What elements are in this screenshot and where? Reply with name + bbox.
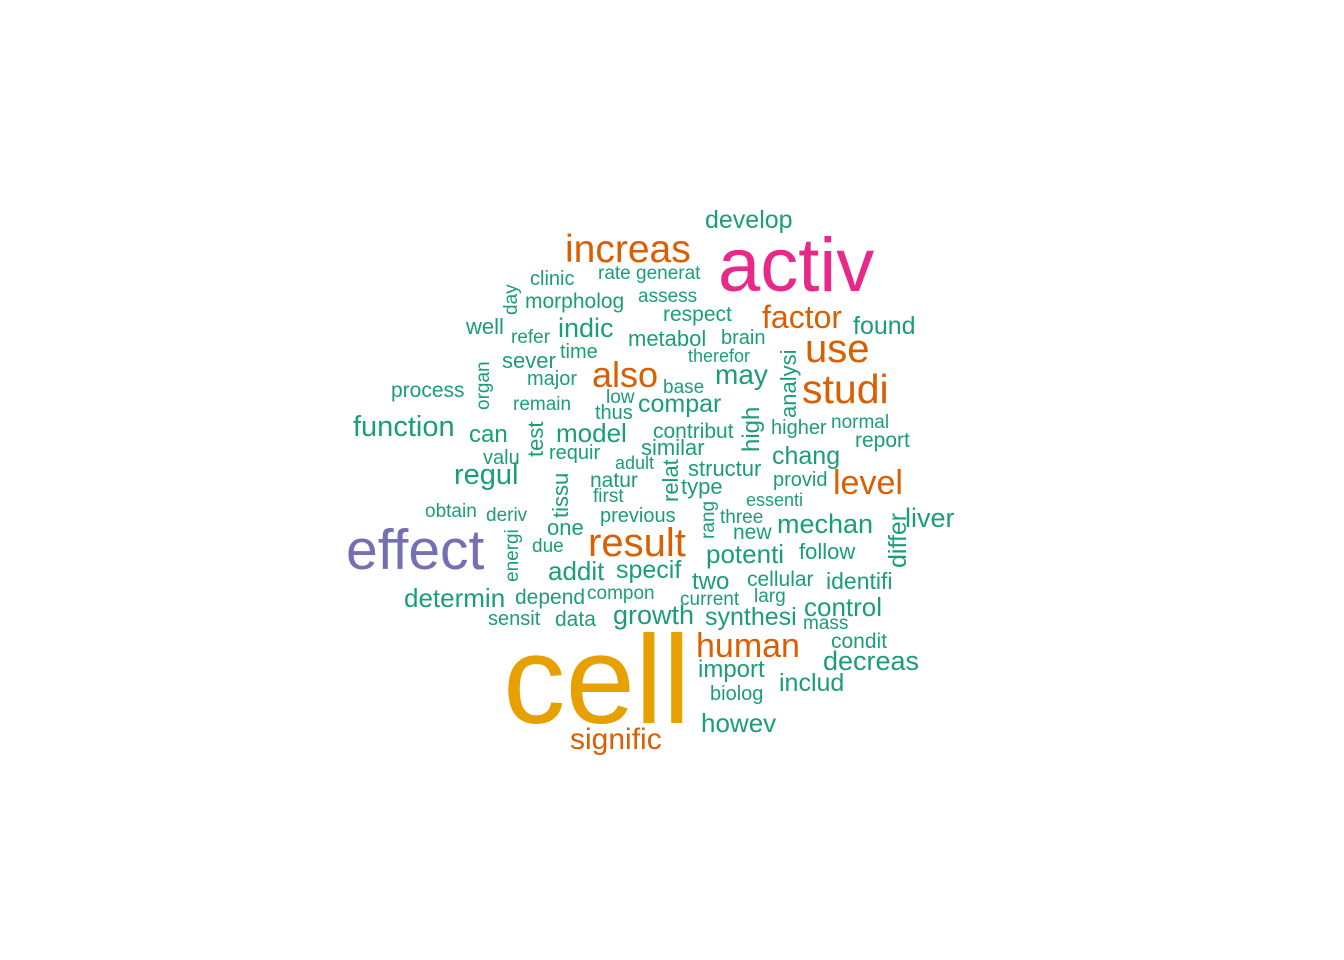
word-sensit: sensit	[488, 608, 541, 630]
word-time: time	[560, 341, 598, 363]
word-generat: generat	[636, 263, 701, 284]
word-specif: specif	[616, 556, 682, 584]
word-report: report	[855, 429, 910, 452]
word-factor: factor	[762, 299, 843, 335]
word-rate: rate	[598, 263, 631, 284]
word-natur: natur	[590, 469, 638, 492]
word-human: human	[696, 627, 800, 665]
word-found: found	[853, 312, 916, 340]
word-mechan: mechan	[777, 509, 874, 539]
word-structur: structur	[688, 456, 762, 481]
word-tissu: tissu	[548, 472, 573, 518]
word-first: first	[593, 486, 624, 507]
word-new: new	[733, 521, 772, 544]
word-metabol: metabol	[628, 326, 707, 351]
word-larg: larg	[754, 586, 786, 607]
word-three: three	[720, 507, 764, 528]
word-one: one	[547, 515, 584, 540]
word-process: process	[391, 379, 465, 402]
word-regul: regul	[454, 459, 519, 491]
word-studi: studi	[802, 366, 889, 412]
word-day: day	[501, 284, 522, 315]
word-contribut: contribut	[653, 420, 734, 443]
word-differ: differ	[884, 512, 912, 568]
word-respect: respect	[663, 303, 732, 326]
word-function: function	[353, 411, 455, 443]
word-requir: requir	[549, 442, 601, 464]
word-current: current	[680, 589, 740, 610]
word-deriv: deriv	[486, 505, 528, 526]
word-liver: liver	[905, 503, 955, 533]
word-may: may	[715, 359, 768, 390]
word-data: data	[555, 608, 596, 631]
word-refer: refer	[511, 327, 551, 348]
word-compar: compar	[638, 390, 722, 418]
word-analysi: analysi	[776, 349, 801, 418]
word-depend: depend	[515, 586, 586, 609]
word-model: model	[556, 418, 627, 448]
word-low: low	[606, 387, 635, 408]
word-valu: valu	[483, 447, 520, 469]
word-synthesi: synthesi	[705, 603, 797, 631]
word-essenti: essenti	[746, 490, 804, 510]
word-morpholog: morpholog	[525, 290, 625, 313]
word-howev: howev	[701, 708, 777, 738]
word-relat: relat	[658, 459, 683, 502]
word-normal: normal	[831, 412, 890, 433]
word-major: major	[527, 368, 578, 390]
word-chang: chang	[772, 442, 841, 470]
word-base: base	[663, 377, 705, 398]
word-cellular: cellular	[747, 568, 814, 591]
word-organ: organ	[473, 361, 494, 410]
word-includ: includ	[779, 669, 845, 697]
word-cell: cell	[503, 611, 691, 750]
word-therefor: therefor	[688, 346, 751, 366]
word-indic: indic	[558, 313, 614, 343]
word-biolog: biolog	[710, 683, 764, 705]
word-effect: effect	[346, 518, 485, 582]
word-higher: higher	[771, 417, 827, 439]
word-decreas: decreas	[823, 646, 920, 676]
word-due: due	[532, 536, 564, 557]
word-determin: determin	[404, 583, 506, 613]
word-signific: signific	[570, 723, 662, 756]
word-growth: growth	[613, 600, 695, 630]
word-addit: addit	[548, 556, 605, 586]
word-assess: assess	[638, 286, 698, 307]
word-test: test	[523, 421, 548, 457]
word-provid: provid	[773, 469, 828, 491]
word-previous: previous	[600, 505, 676, 527]
word-level: level	[833, 464, 903, 502]
word-activ: activ	[718, 223, 875, 308]
word-sever: sever	[502, 348, 556, 373]
word-high: high	[738, 406, 765, 452]
word-energi: energi	[502, 529, 523, 582]
word-mass: mass	[803, 613, 849, 634]
word-increas: increas	[565, 228, 691, 271]
word-identifi: identifi	[826, 568, 893, 594]
word-import: import	[698, 656, 765, 683]
word-thus: thus	[595, 402, 633, 424]
word-result: result	[588, 521, 686, 565]
word-well: well	[466, 314, 504, 339]
word-type: type	[681, 474, 723, 499]
word-obtain: obtain	[425, 501, 477, 522]
word-also: also	[592, 354, 659, 395]
word-similar: similar	[641, 435, 705, 460]
word-develop: develop	[705, 206, 793, 234]
word-remain: remain	[513, 394, 572, 415]
word-two: two	[692, 568, 730, 595]
word-follow: follow	[799, 539, 856, 564]
word-potenti: potenti	[706, 539, 785, 569]
word-use: use	[805, 327, 870, 371]
word-adult: adult	[615, 453, 655, 473]
word-condit: condit	[831, 630, 888, 653]
word-clinic: clinic	[530, 268, 575, 290]
word-rang: rang	[698, 500, 719, 539]
word-can: can	[469, 421, 508, 448]
word-brain: brain	[721, 327, 766, 349]
word-control: control	[804, 592, 883, 622]
word-compon: compon	[587, 583, 655, 604]
